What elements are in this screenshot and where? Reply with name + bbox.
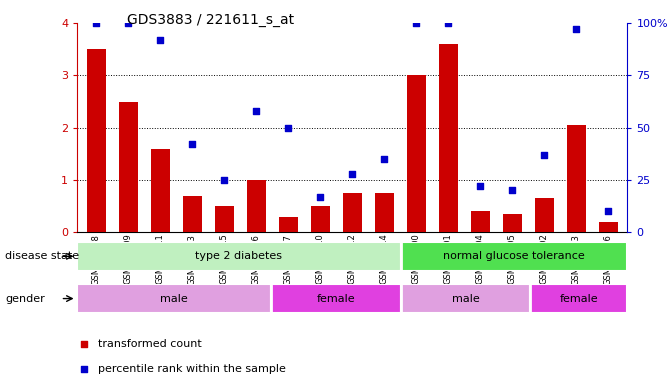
Point xyxy=(603,208,613,214)
Point xyxy=(539,152,550,158)
Text: normal glucose tolerance: normal glucose tolerance xyxy=(444,251,585,262)
Bar xyxy=(535,198,554,232)
Point xyxy=(91,20,102,26)
Text: percentile rank within the sample: percentile rank within the sample xyxy=(99,364,287,374)
Bar xyxy=(470,211,490,232)
Bar xyxy=(151,149,170,232)
Bar xyxy=(271,284,401,313)
Text: male: male xyxy=(452,293,480,304)
Point xyxy=(443,20,454,26)
Bar xyxy=(119,101,138,232)
Text: female: female xyxy=(560,293,598,304)
Point xyxy=(571,26,582,32)
Point xyxy=(379,156,390,162)
Text: disease state: disease state xyxy=(5,251,79,262)
Point xyxy=(503,25,513,31)
Text: male: male xyxy=(160,293,188,304)
Bar xyxy=(374,193,394,232)
Bar xyxy=(215,206,234,232)
Bar xyxy=(77,284,271,313)
Text: GDS3883 / 221611_s_at: GDS3883 / 221611_s_at xyxy=(127,13,295,27)
Bar xyxy=(503,214,522,232)
Bar xyxy=(439,44,458,232)
Point xyxy=(315,194,325,200)
Bar xyxy=(87,49,106,232)
Bar xyxy=(530,284,627,313)
Bar xyxy=(247,180,266,232)
Bar xyxy=(401,284,530,313)
Text: type 2 diabetes: type 2 diabetes xyxy=(195,251,282,262)
Bar xyxy=(407,75,426,232)
Point xyxy=(187,141,198,147)
Point xyxy=(219,177,229,183)
Bar xyxy=(183,196,202,232)
Text: gender: gender xyxy=(5,293,45,304)
Bar xyxy=(566,125,586,232)
Text: transformed count: transformed count xyxy=(99,339,202,349)
Point xyxy=(411,20,421,26)
Point xyxy=(507,187,517,194)
Point xyxy=(155,37,166,43)
Point xyxy=(475,183,486,189)
Bar xyxy=(401,242,627,271)
Point xyxy=(123,20,134,26)
Text: female: female xyxy=(317,293,356,304)
Bar xyxy=(311,206,330,232)
Point xyxy=(283,124,294,131)
Bar xyxy=(599,222,618,232)
Point xyxy=(347,170,358,177)
Bar xyxy=(278,217,298,232)
Bar xyxy=(343,193,362,232)
Point xyxy=(251,108,262,114)
Bar xyxy=(77,242,401,271)
Point xyxy=(503,252,513,258)
